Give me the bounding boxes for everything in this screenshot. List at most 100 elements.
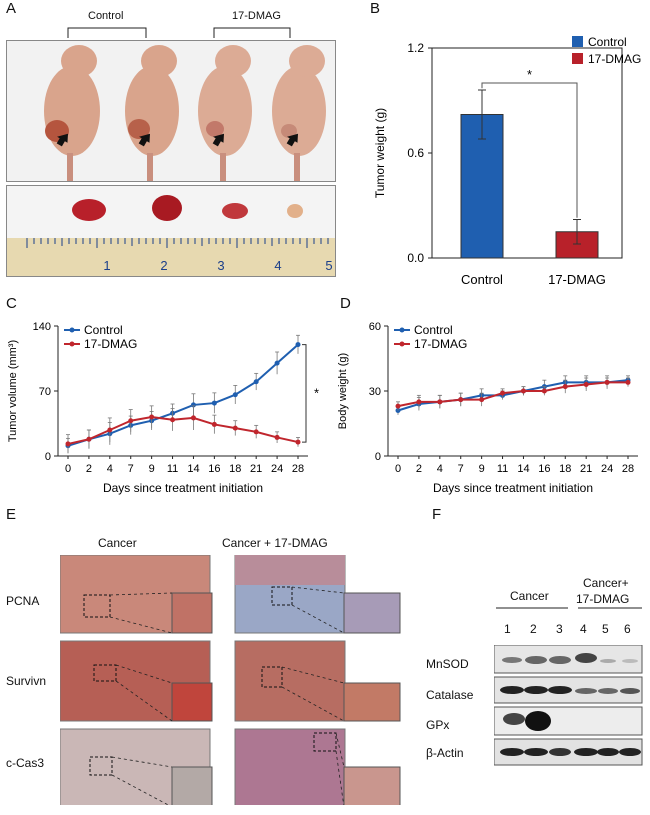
legend-label: Control bbox=[588, 35, 627, 49]
protein-gpx: GPx bbox=[426, 718, 450, 732]
x-tick-label: 2 bbox=[86, 463, 92, 475]
data-point bbox=[149, 414, 155, 420]
protein-mnsod: MnSOD bbox=[426, 657, 469, 671]
series-line-control bbox=[67, 343, 299, 447]
x-tick-label: 18 bbox=[229, 463, 241, 475]
x-tick-label: 24 bbox=[601, 463, 613, 475]
y-tick-label: 0.6 bbox=[407, 146, 424, 160]
data-point bbox=[232, 425, 238, 431]
significance-bracket bbox=[481, 82, 578, 218]
significance-marker: * bbox=[314, 385, 319, 400]
data-point bbox=[65, 441, 71, 447]
x-category-label: 17-DMAG bbox=[548, 272, 606, 287]
data-point bbox=[274, 434, 280, 440]
x-tick-label: 18 bbox=[559, 463, 571, 475]
ihc-inset bbox=[343, 766, 401, 805]
column-label-cancer: Cancer bbox=[98, 536, 137, 550]
ihc-inset bbox=[171, 592, 213, 634]
y-tick-label: 60 bbox=[369, 321, 381, 333]
y-axis-label: Body weight (g) bbox=[337, 353, 349, 429]
data-point bbox=[562, 384, 568, 390]
x-tick-label: 11 bbox=[167, 463, 178, 475]
data-point bbox=[253, 379, 259, 385]
ruler-ticks bbox=[26, 238, 329, 248]
data-point bbox=[170, 417, 176, 423]
mouse-4 bbox=[272, 45, 326, 181]
x-tick-label: 21 bbox=[250, 463, 262, 475]
data-point bbox=[604, 379, 610, 385]
data-point bbox=[625, 379, 631, 385]
row-label-ccas3: c-Cas3 bbox=[6, 756, 45, 770]
legend-label: 17-DMAG bbox=[84, 337, 137, 351]
data-point bbox=[541, 388, 547, 394]
group-label-17dmag: 17-DMAG bbox=[232, 10, 281, 22]
x-tick-label: 4 bbox=[437, 463, 443, 475]
row-label-pcna: PCNA bbox=[6, 594, 40, 608]
mice-photo bbox=[6, 40, 336, 182]
row-label-survivin: Survivn bbox=[6, 674, 47, 688]
y-tick-label: 70 bbox=[39, 386, 51, 398]
significance-bracket bbox=[302, 344, 307, 443]
panel-d-label: D bbox=[340, 295, 351, 312]
blot-group-dmag: 17-DMAG bbox=[576, 592, 630, 606]
data-point bbox=[437, 399, 443, 405]
tumor-4 bbox=[287, 204, 303, 218]
legend-label: Control bbox=[84, 323, 123, 337]
data-point bbox=[295, 439, 301, 445]
x-tick-label: 16 bbox=[208, 463, 220, 475]
data-point bbox=[416, 399, 422, 405]
x-tick-label: 21 bbox=[580, 463, 592, 475]
ihc-ccas3-dmag bbox=[234, 728, 346, 805]
panel-b-label: B bbox=[370, 0, 381, 17]
legend-marker bbox=[69, 327, 75, 333]
x-tick-label: 9 bbox=[149, 463, 155, 475]
x-axis-label: Days since treatment initiation bbox=[103, 481, 263, 495]
legend-marker bbox=[399, 327, 405, 333]
panel-a-label: A bbox=[6, 0, 17, 17]
data-point bbox=[211, 421, 217, 427]
ruler-number: 1 bbox=[103, 258, 110, 273]
y-tick-label: 30 bbox=[369, 386, 381, 398]
ruler-number: 3 bbox=[217, 258, 224, 273]
x-tick-label: 9 bbox=[479, 463, 485, 475]
column-label-cancer-dmag: Cancer + 17-DMAG bbox=[222, 536, 328, 550]
x-tick-label: 14 bbox=[187, 463, 199, 475]
x-category-label: Control bbox=[461, 272, 503, 287]
group-brackets bbox=[67, 27, 291, 38]
mouse-1 bbox=[44, 45, 100, 181]
x-tick-label: 28 bbox=[292, 463, 304, 475]
data-point bbox=[86, 436, 92, 442]
x-tick-label: 0 bbox=[395, 463, 401, 475]
tumor-2 bbox=[152, 195, 182, 221]
blot-group-cancer: Cancer bbox=[510, 589, 549, 603]
legend-label: 17-DMAG bbox=[414, 337, 467, 351]
lane-1: 1 bbox=[504, 622, 511, 636]
lane-3: 3 bbox=[556, 622, 563, 636]
lane-6: 6 bbox=[624, 622, 631, 636]
data-point bbox=[128, 418, 134, 424]
ihc-inset bbox=[343, 682, 401, 722]
data-point bbox=[274, 360, 280, 366]
lane-4: 4 bbox=[580, 622, 587, 636]
mouse-2 bbox=[125, 45, 179, 181]
tumor-3 bbox=[222, 203, 248, 219]
legend-marker bbox=[69, 341, 75, 347]
panel-f-label: F bbox=[432, 506, 442, 523]
x-tick-label: 7 bbox=[128, 463, 134, 475]
mouse-3 bbox=[198, 45, 252, 181]
data-point bbox=[583, 382, 589, 387]
x-tick-label: 4 bbox=[107, 463, 113, 475]
x-tick-label: 28 bbox=[622, 463, 634, 475]
data-point bbox=[520, 388, 526, 394]
x-tick-label: 11 bbox=[497, 463, 508, 475]
blot-group-lines bbox=[496, 607, 642, 609]
ruler-number: 5 bbox=[325, 258, 332, 273]
y-axis-label: Tumor volume (mm³) bbox=[7, 340, 19, 442]
data-point bbox=[295, 342, 301, 348]
data-point bbox=[107, 427, 113, 433]
protein-beta-actin: β-Actin bbox=[426, 746, 464, 760]
ruler-number: 2 bbox=[160, 258, 167, 273]
legend-marker bbox=[399, 341, 405, 347]
